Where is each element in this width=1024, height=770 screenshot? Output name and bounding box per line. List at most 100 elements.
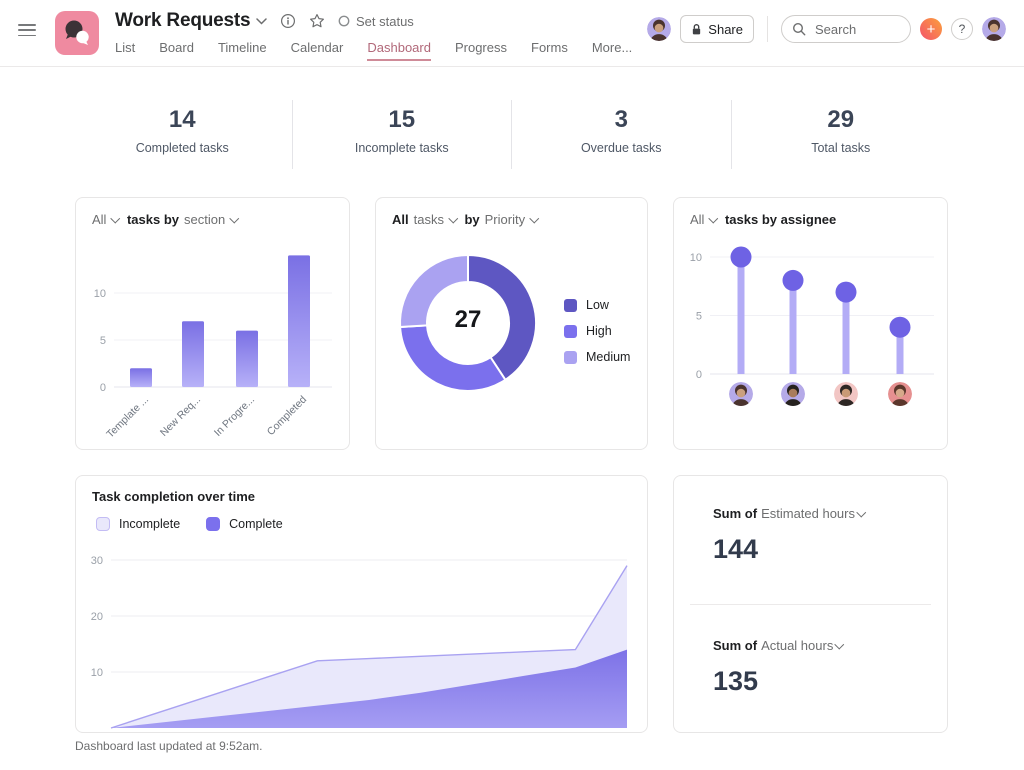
- donut-slice-high[interactable]: [399, 324, 507, 392]
- legend-label: Incomplete: [119, 517, 181, 531]
- legend-item-complete: Complete: [206, 517, 283, 531]
- help-button[interactable]: ?: [951, 18, 973, 40]
- legend-label: Medium: [586, 350, 631, 364]
- lock-icon: [693, 23, 701, 34]
- svg-text:Completed: Completed: [265, 394, 310, 439]
- legend-label: Low: [586, 298, 609, 312]
- chart-filter-dropdown[interactable]: All: [92, 212, 127, 227]
- bar-0[interactable]: [130, 368, 152, 387]
- assignee-avatar-3: [834, 382, 858, 406]
- collaborator-avatar[interactable]: [647, 17, 672, 41]
- stat-incomplete-tasks: 15 Incomplete tasks: [293, 100, 512, 169]
- stat-value: 15: [388, 106, 416, 133]
- svg-text:5: 5: [100, 335, 106, 347]
- chart-header-tasks-by-assignee: All tasks by assignee: [690, 212, 841, 227]
- title-actions: Set status: [256, 13, 414, 29]
- tab-list[interactable]: List: [115, 40, 136, 55]
- chevron-down-icon: [529, 213, 539, 224]
- stat-label: Total tasks: [811, 141, 871, 155]
- chevron-down-icon: [111, 213, 121, 224]
- page-title[interactable]: Work Requests: [115, 10, 251, 31]
- chevron-down-icon[interactable]: [256, 17, 267, 25]
- donut-chart-tasks-by-priority: [399, 254, 537, 392]
- sum-prefix: Sum of: [713, 506, 758, 521]
- search-input[interactable]: [813, 20, 899, 38]
- tab-timeline[interactable]: Timeline: [217, 40, 267, 55]
- stat-total-tasks: 29 Total tasks: [732, 100, 951, 169]
- chevron-down-icon: [709, 213, 719, 224]
- hamburger-menu-icon[interactable]: [18, 24, 36, 40]
- chart-header-text: tasks by assignee: [724, 212, 837, 227]
- area-complete[interactable]: [111, 649, 627, 728]
- svg-text:0: 0: [696, 369, 702, 381]
- tab-dashboard[interactable]: Dashboard: [367, 40, 431, 61]
- project-tabs: List Board Timeline Calendar Dashboard Progre…: [115, 40, 632, 61]
- assignee-avatar-2: [781, 382, 805, 406]
- chart-filter-dropdown[interactable]: Priority: [485, 212, 546, 227]
- create-button[interactable]: +: [920, 18, 942, 40]
- chart-filter-dropdown[interactable]: All: [690, 212, 725, 227]
- chevron-down-icon: [229, 213, 240, 224]
- lollipop-dot-0[interactable]: [730, 246, 752, 268]
- legend-label: Complete: [229, 517, 283, 531]
- donut-slice-medium[interactable]: [399, 254, 469, 328]
- set-status-label: Set status: [356, 13, 414, 29]
- sum-prefix: Sum of: [713, 638, 758, 653]
- assignee-avatar-4: [888, 382, 912, 406]
- stat-label: Completed tasks: [135, 141, 229, 155]
- chart-header-text: tasks by: [126, 212, 179, 227]
- share-button[interactable]: Share: [680, 15, 754, 43]
- chart-header-text: by: [464, 212, 480, 227]
- bar-1[interactable]: [182, 321, 204, 387]
- tab-forms[interactable]: Forms: [531, 40, 568, 55]
- card-sums: Sum of Estimated hours 144 Sum of Actual…: [673, 475, 948, 733]
- card-tasks-by-section: All tasks by section 0 5 10 Template ... New R…: [75, 197, 350, 450]
- bar-chart-tasks-by-section: 0 5 10 Template ... New Req... In Progre... Co…: [94, 255, 332, 441]
- stats-row: 14 Completed tasks 15 Incomplete tasks 3 Over…: [73, 100, 950, 169]
- lollipop-dot-3[interactable]: [889, 316, 911, 338]
- card-task-completion: Task completion over time Incomplete Comp…: [75, 475, 648, 733]
- info-icon[interactable]: [280, 13, 296, 29]
- star-icon[interactable]: [309, 13, 325, 29]
- area-chart-task-completion: 10 20 30: [91, 555, 628, 729]
- search-box[interactable]: [781, 15, 911, 43]
- lollipop-dot-1[interactable]: [782, 269, 804, 291]
- legend-swatch: [564, 298, 577, 312]
- tab-more[interactable]: More...: [591, 40, 633, 55]
- sum-field-selector-actual[interactable]: Sum of Actual hours: [713, 638, 851, 653]
- user-avatar[interactable]: [982, 17, 1006, 41]
- assignee-avatar-1: [729, 382, 753, 406]
- chart-filter-dropdown[interactable]: section: [184, 212, 246, 227]
- legend-item-low: Low: [564, 298, 630, 312]
- stat-label: Overdue tasks: [580, 141, 662, 155]
- legend-swatch: [96, 517, 110, 531]
- stat-completed-tasks: 14 Completed tasks: [73, 100, 293, 169]
- user-avatar-image: [982, 17, 1006, 41]
- bar-3[interactable]: [288, 255, 310, 387]
- legend-swatch: [206, 517, 221, 531]
- collaborator-avatar-image: [647, 17, 672, 41]
- card-tasks-by-assignee: All tasks by assignee 0 5 10: [673, 197, 948, 450]
- lollipop-chart-tasks-by-assignee: 0 5 10: [690, 246, 934, 406]
- stat-overdue-tasks: 3 Overdue tasks: [512, 100, 732, 169]
- tab-progress[interactable]: Progress: [454, 40, 507, 55]
- area-chart-legend: Incomplete Complete: [96, 517, 283, 531]
- sum-actual-hours: Sum of Actual hours 135: [713, 638, 851, 697]
- sum-field-selector-estimated[interactable]: Sum of Estimated hours: [713, 506, 873, 521]
- sum-value-estimated: 144: [713, 534, 759, 564]
- project-logo[interactable]: [55, 11, 99, 55]
- donut-total-label: 27: [454, 306, 482, 333]
- tab-board[interactable]: Board: [159, 40, 194, 55]
- tab-calendar[interactable]: Calendar: [290, 40, 344, 55]
- donut-slice-low[interactable]: [467, 254, 537, 381]
- legend-item-high: High: [564, 324, 630, 338]
- chart-filter-dropdown[interactable]: tasks: [414, 212, 465, 227]
- chevron-down-icon: [448, 213, 458, 224]
- bar-2[interactable]: [236, 330, 258, 387]
- sum-estimated-hours: Sum of Estimated hours 144: [713, 506, 873, 565]
- topbar-right: Share + ?: [647, 15, 1006, 43]
- lollipop-dot-2[interactable]: [835, 281, 857, 303]
- card-tasks-by-priority: All tasks by Priority 27 Low High Medium: [375, 197, 648, 450]
- set-status-button[interactable]: Set status: [338, 14, 414, 29]
